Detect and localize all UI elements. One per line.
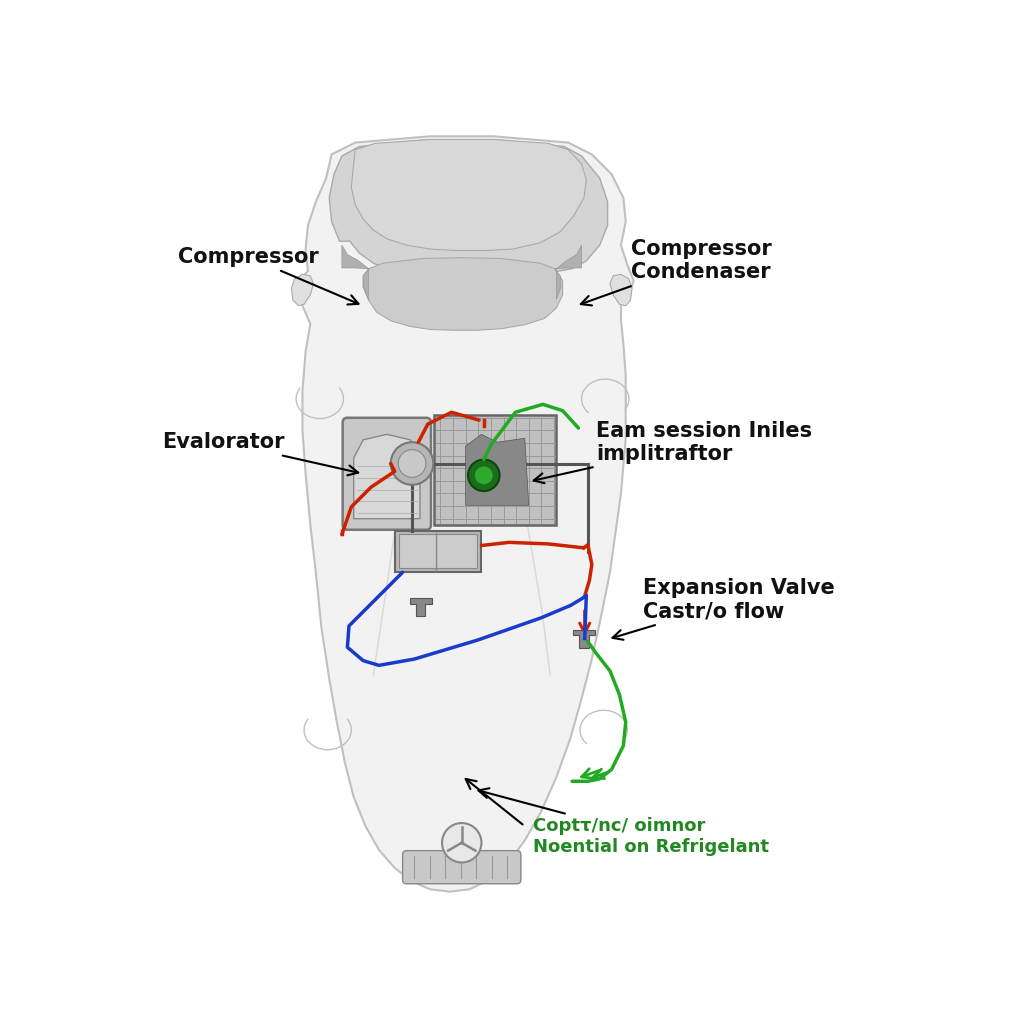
Text: Expansion Valve
Castr/o flow: Expansion Valve Castr/o flow <box>612 579 835 640</box>
Circle shape <box>468 460 500 492</box>
Polygon shape <box>330 140 607 278</box>
Text: Compressor
Condenaser: Compressor Condenaser <box>581 240 772 305</box>
Polygon shape <box>292 274 313 306</box>
Polygon shape <box>572 630 595 648</box>
Polygon shape <box>410 598 432 616</box>
Text: Coptτ/nc/ oimnor
Noential on Refrigelant: Coptτ/nc/ oimnor Noential on Refrigelant <box>478 788 769 856</box>
Polygon shape <box>555 245 582 299</box>
FancyBboxPatch shape <box>434 415 556 525</box>
Circle shape <box>398 450 426 477</box>
Polygon shape <box>466 434 528 505</box>
Polygon shape <box>364 258 562 331</box>
Circle shape <box>442 823 481 862</box>
Circle shape <box>474 466 494 484</box>
Polygon shape <box>610 274 632 306</box>
Polygon shape <box>353 434 420 519</box>
Circle shape <box>391 442 433 484</box>
Text: Evalorator: Evalorator <box>162 432 358 475</box>
Text: Compressor: Compressor <box>178 247 358 304</box>
FancyBboxPatch shape <box>402 851 521 884</box>
FancyBboxPatch shape <box>399 535 477 567</box>
FancyBboxPatch shape <box>394 531 481 572</box>
Polygon shape <box>296 136 634 892</box>
Polygon shape <box>342 245 369 300</box>
Polygon shape <box>351 139 587 251</box>
Text: Eam session Iniles
implitraftor: Eam session Iniles implitraftor <box>534 421 812 483</box>
FancyBboxPatch shape <box>343 418 431 529</box>
